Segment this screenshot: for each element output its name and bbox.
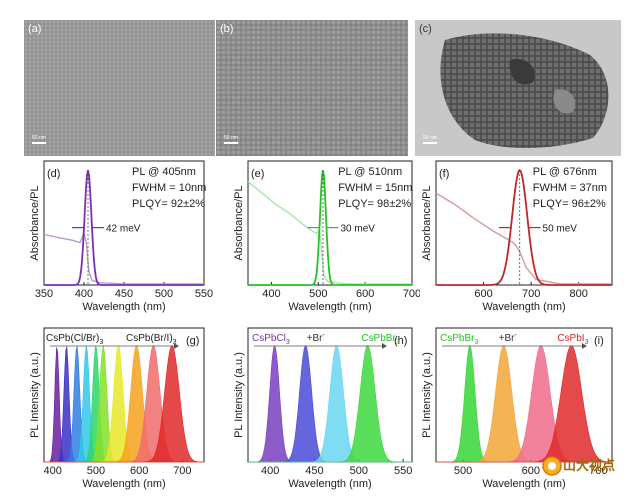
- spectrum-peak-h-3: [248, 345, 412, 463]
- x-tick-label-f-2: 800: [570, 288, 588, 300]
- chart-h: 400 450 500 550 Wavelength (nm) PL Intensity …: [233, 327, 413, 490]
- x-tick-label-i-0: 500: [454, 465, 472, 477]
- x-tick-label-g-1: 500: [87, 465, 105, 477]
- y-axis-label-e: Absorbance/PL: [233, 185, 245, 260]
- panel-letter-a: (a): [28, 23, 41, 35]
- fwhm-energy-label-d: 42 meV: [106, 224, 141, 235]
- x-tick-label-e-1: 500: [309, 288, 327, 300]
- panel-letter-d: (d): [47, 168, 60, 180]
- x-tick-label-e-3: 700: [403, 288, 420, 300]
- annotation-e-1: FWHM = 15nm: [338, 182, 412, 194]
- x-tick-label-d-4: 550: [195, 288, 213, 300]
- composition-label-h-1: +Br-: [307, 332, 326, 344]
- panel-letter-h: (h): [394, 335, 407, 347]
- pl-line-e: [248, 170, 412, 286]
- composition-label-h-0: CsPbCl3: [252, 333, 290, 346]
- x-tick-label-g-3: 700: [173, 465, 191, 477]
- panel-letter-c: (c): [419, 23, 432, 35]
- arrow-head-icon-g: [174, 343, 179, 349]
- composition-label-g-0: CsPb(Cl/Br)3: [46, 333, 103, 346]
- x-tick-label-i-1: 600: [522, 465, 540, 477]
- x-axis-label-f: Wavelength (nm): [482, 301, 565, 313]
- composition-label-i-1: +Br-: [499, 332, 518, 344]
- chart-g: 400 500 600 700 Wavelength (nm) PL Intensity …: [29, 327, 205, 490]
- watermark-logo: 山大视点: [542, 456, 615, 476]
- chart-e: 400 500 600 700 Wavelength (nm) Absorbance/PL…: [233, 160, 420, 313]
- y-axis-label-f: Absorbance/PL: [421, 185, 433, 260]
- tem-image-a: (a) 50 nm: [24, 20, 215, 156]
- x-axis-label-g: Wavelength (nm): [82, 478, 165, 490]
- x-tick-label-h-2: 500: [350, 465, 368, 477]
- x-tick-label-d-2: 450: [115, 288, 133, 300]
- composition-label-g-1: CsPb(Br/I)3: [126, 333, 177, 346]
- pl-line-d: [44, 170, 204, 286]
- y-axis-label-h: PL Intensity (a.u.): [233, 352, 245, 438]
- x-tick-label-f-0: 600: [474, 288, 492, 300]
- y-axis-label-i: PL Intensity (a.u.): [421, 352, 433, 438]
- x-tick-label-g-0: 400: [43, 465, 61, 477]
- composition-label-h-2: CsPbBr3: [361, 333, 399, 346]
- plot-frame-f: [435, 160, 613, 286]
- x-axis-label-e: Wavelength (nm): [288, 301, 371, 313]
- fwhm-energy-label-e: 30 meV: [340, 224, 375, 235]
- x-tick-label-f-1: 700: [522, 288, 540, 300]
- y-axis-label-d: Absorbance/PL: [29, 185, 41, 260]
- y-axis-label-g: PL Intensity (a.u.): [29, 352, 41, 438]
- scale-label-c: 50 nm: [423, 135, 437, 141]
- scale-bar-a: [32, 142, 46, 144]
- annotation-e-2: PLQY= 98±2%: [338, 198, 411, 210]
- panel-letter-g: (g): [186, 335, 199, 347]
- x-tick-label-h-1: 450: [305, 465, 323, 477]
- x-tick-label-e-2: 600: [356, 288, 374, 300]
- scale-bar-b: [224, 142, 238, 144]
- composition-label-i-2: CsPbI3: [557, 333, 588, 346]
- panel-letter-b: (b): [220, 23, 233, 35]
- annotation-e-0: PL @ 510nm: [338, 166, 402, 178]
- annotation-d-2: PLQY= 92±2%: [132, 198, 205, 210]
- panel-letter-e: (e): [251, 168, 264, 180]
- annotation-d-0: PL @ 405nm: [132, 166, 196, 178]
- x-tick-label-d-3: 500: [155, 288, 173, 300]
- annotation-f-0: PL @ 676nm: [533, 166, 597, 178]
- chart-i: 500 600 700 Wavelength (nm) PL Intensity (a.…: [421, 327, 613, 490]
- pl-line-f: [436, 168, 612, 286]
- scale-label-a: 50 nm: [32, 135, 46, 141]
- plot-frame-e: [247, 160, 413, 286]
- x-axis-label-i: Wavelength (nm): [482, 478, 565, 490]
- x-tick-label-e-0: 400: [262, 288, 280, 300]
- x-tick-label-d-1: 400: [75, 288, 93, 300]
- absorbance-line-f: [435, 192, 612, 285]
- spectrum-peak-g-9: [44, 345, 204, 463]
- x-axis-label-h: Wavelength (nm): [288, 478, 371, 490]
- x-tick-label-h-0: 400: [261, 465, 279, 477]
- absorbance-line-d: [43, 231, 204, 285]
- x-tick-label-i-2: 700: [589, 465, 607, 477]
- panel-letter-i: (i): [594, 335, 604, 347]
- arrow-head-icon-i: [582, 343, 587, 349]
- scale-label-b: 50 nm: [224, 135, 238, 141]
- x-tick-label-d-0: 350: [35, 288, 53, 300]
- annotation-f-2: PLQY= 96±2%: [533, 198, 606, 210]
- panel-letter-f: (f): [439, 168, 449, 180]
- tem-image-b: (b) 50 nm: [216, 20, 408, 156]
- watermark-text: 山大视点: [563, 458, 615, 473]
- spectrum-peak-i-3: [436, 345, 613, 463]
- arrow-head-icon-h: [382, 343, 387, 349]
- annotation-f-1: FWHM = 37nm: [533, 182, 607, 194]
- tem-image-c: (c) 50 nm: [415, 20, 621, 156]
- composition-label-i-0: CsPbBr3: [440, 333, 478, 346]
- chart-f: 600 700 800 Wavelength (nm) Absorbance/PL (f)…: [421, 160, 613, 313]
- scale-bar-c: [423, 142, 437, 144]
- x-axis-label-d: Wavelength (nm): [82, 301, 165, 313]
- annotation-d-1: FWHM = 10nm: [132, 182, 206, 194]
- x-tick-label-g-2: 600: [130, 465, 148, 477]
- chart-d: 350 400 450 500 550 Wavelength (nm) Absorbance…: [29, 160, 213, 313]
- fwhm-energy-label-f: 50 meV: [543, 224, 578, 235]
- x-tick-label-h-3: 550: [394, 465, 412, 477]
